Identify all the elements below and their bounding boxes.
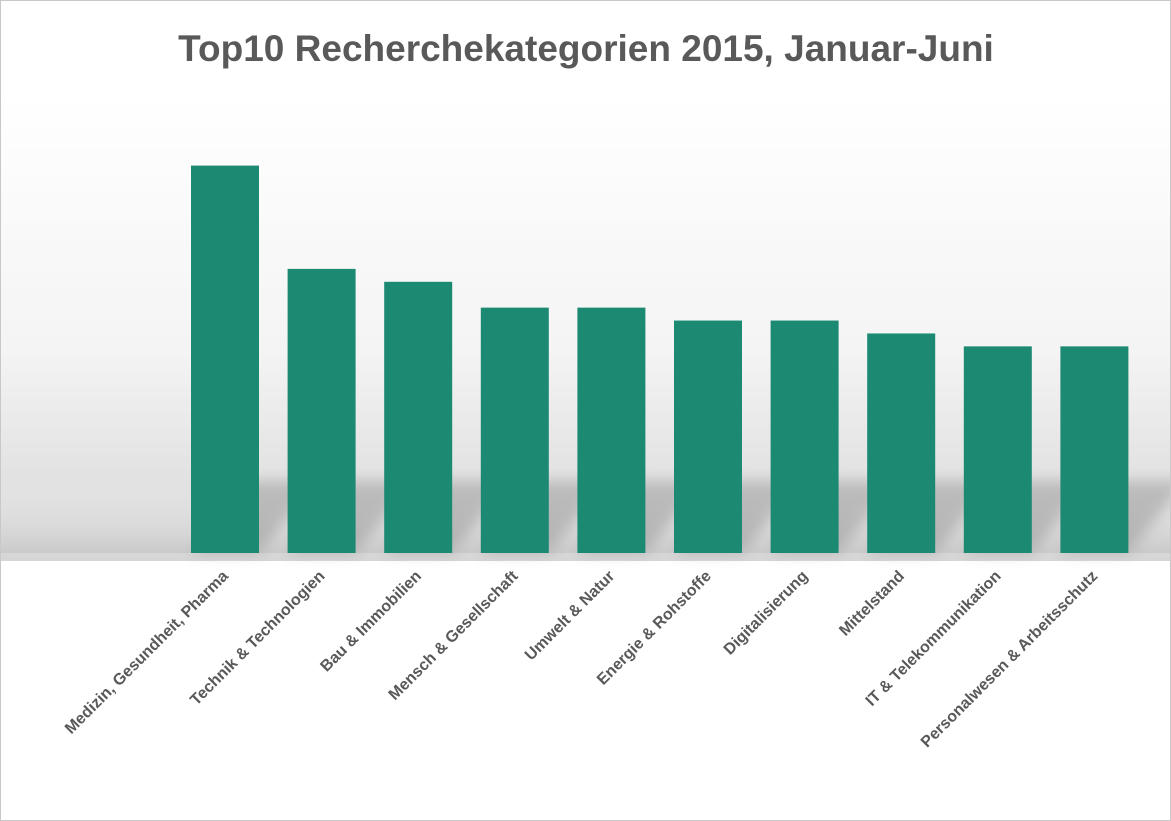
chart-title: Top10 Recherchekategorien 2015, Januar-J… — [178, 28, 994, 69]
bar — [674, 320, 742, 553]
x-tick-label: Mittelstand — [836, 568, 908, 640]
x-tick-label: Medizin, Gesundheit, Pharma — [62, 568, 232, 738]
bar — [384, 281, 453, 553]
x-tick-label: Digitalisierung — [721, 568, 812, 659]
bar — [287, 268, 356, 553]
bar — [191, 165, 259, 554]
bar — [480, 307, 549, 553]
bar — [963, 346, 1032, 553]
x-tick-label: Umwelt & Natur — [522, 568, 618, 664]
bar — [770, 320, 839, 553]
bar — [867, 333, 936, 553]
x-tick-label: Personalwesen & Arbeitsschutz — [918, 568, 1101, 751]
bars — [191, 165, 1129, 554]
bar — [577, 307, 646, 553]
bar — [1060, 346, 1129, 553]
x-tick-label: Bau & Immobilien — [317, 568, 425, 676]
